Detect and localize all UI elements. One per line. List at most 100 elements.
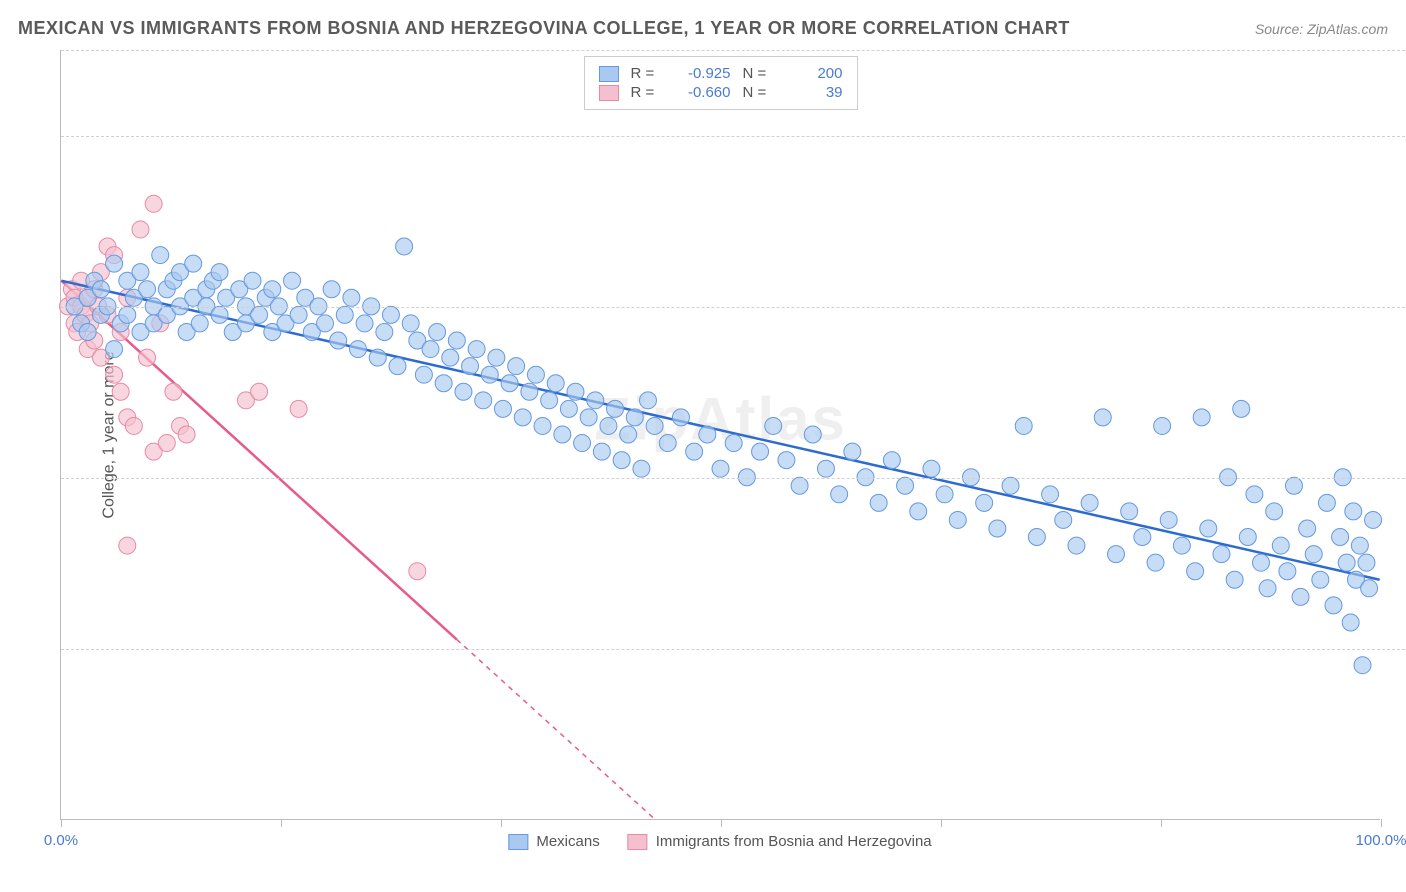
data-point <box>1358 554 1375 571</box>
data-point <box>778 452 795 469</box>
data-point <box>106 255 123 272</box>
data-point <box>462 358 479 375</box>
data-point <box>1342 614 1359 631</box>
series-legend: Mexicans Immigrants from Bosnia and Herze… <box>508 833 931 850</box>
data-point <box>1134 529 1151 546</box>
x-tick-label: 100.0% <box>1356 832 1406 849</box>
data-point <box>336 306 353 323</box>
data-point <box>817 460 834 477</box>
legend-item: Immigrants from Bosnia and Herzegovina <box>628 833 932 850</box>
data-point <box>646 417 663 434</box>
data-point <box>1068 537 1085 554</box>
data-point <box>633 460 650 477</box>
plot-region: ZipAtlas R =-0.925N =200R =-0.660N =39 2… <box>60 50 1380 820</box>
data-point <box>211 306 228 323</box>
x-tick <box>941 819 942 827</box>
data-point <box>1154 417 1171 434</box>
data-point <box>765 417 782 434</box>
data-point <box>475 392 492 409</box>
x-tick <box>721 819 722 827</box>
data-point <box>323 281 340 298</box>
data-point <box>389 358 406 375</box>
data-point <box>521 383 538 400</box>
r-label: R = <box>631 65 659 82</box>
legend-label: Mexicans <box>536 833 599 850</box>
r-value: -0.925 <box>671 65 731 82</box>
data-point <box>989 520 1006 537</box>
data-point <box>349 341 366 358</box>
scatter-svg <box>61 50 1380 819</box>
data-point <box>139 349 156 366</box>
data-point <box>508 358 525 375</box>
data-point <box>923 460 940 477</box>
x-tick <box>501 819 502 827</box>
legend-swatch <box>599 85 619 101</box>
data-point <box>1266 503 1283 520</box>
data-point <box>791 477 808 494</box>
data-point <box>1121 503 1138 520</box>
data-point <box>145 195 162 212</box>
data-point <box>613 452 630 469</box>
data-point <box>1173 537 1190 554</box>
data-point <box>284 272 301 289</box>
data-point <box>672 409 689 426</box>
data-point <box>290 400 307 417</box>
data-point <box>1193 409 1210 426</box>
data-point <box>1292 588 1309 605</box>
chart-area: College, 1 year or more ZipAtlas R =-0.9… <box>60 50 1380 820</box>
data-point <box>547 375 564 392</box>
data-point <box>587 392 604 409</box>
source-label: Source: ZipAtlas.com <box>1255 21 1388 37</box>
data-point <box>1285 477 1302 494</box>
header: MEXICAN VS IMMIGRANTS FROM BOSNIA AND HE… <box>18 18 1388 39</box>
legend-row: R =-0.925N =200 <box>599 65 843 82</box>
data-point <box>910 503 927 520</box>
data-point <box>211 264 228 281</box>
data-point <box>442 349 459 366</box>
data-point <box>1147 554 1164 571</box>
data-point <box>1305 546 1322 563</box>
data-point <box>290 306 307 323</box>
data-point <box>804 426 821 443</box>
data-point <box>844 443 861 460</box>
data-point <box>1318 494 1335 511</box>
trend-line-dashed <box>457 640 655 819</box>
data-point <box>1239 529 1256 546</box>
data-point <box>191 315 208 332</box>
data-point <box>1345 503 1362 520</box>
grid-line <box>61 136 1406 137</box>
data-point <box>317 315 334 332</box>
data-point <box>1361 580 1378 597</box>
data-point <box>574 435 591 452</box>
data-point <box>1354 657 1371 674</box>
data-point <box>1213 546 1230 563</box>
data-point <box>158 435 175 452</box>
grid-line <box>61 307 1406 308</box>
data-point <box>1055 511 1072 528</box>
data-point <box>178 426 195 443</box>
data-point <box>369 349 386 366</box>
data-point <box>1246 486 1263 503</box>
data-point <box>725 435 742 452</box>
data-point <box>1365 511 1382 528</box>
data-point <box>1233 400 1250 417</box>
x-tick-label: 0.0% <box>44 832 78 849</box>
data-point <box>620 426 637 443</box>
data-point <box>936 486 953 503</box>
grid-line <box>61 478 1406 479</box>
data-point <box>132 221 149 238</box>
data-point <box>1028 529 1045 546</box>
data-point <box>106 366 123 383</box>
data-point <box>976 494 993 511</box>
data-point <box>481 366 498 383</box>
data-point <box>897 477 914 494</box>
data-point <box>752 443 769 460</box>
n-label: N = <box>743 84 771 101</box>
trend-line <box>61 281 1379 580</box>
data-point <box>112 383 129 400</box>
n-label: N = <box>743 65 771 82</box>
data-point <box>409 563 426 580</box>
data-point <box>139 281 156 298</box>
data-point <box>514 409 531 426</box>
data-point <box>251 306 268 323</box>
